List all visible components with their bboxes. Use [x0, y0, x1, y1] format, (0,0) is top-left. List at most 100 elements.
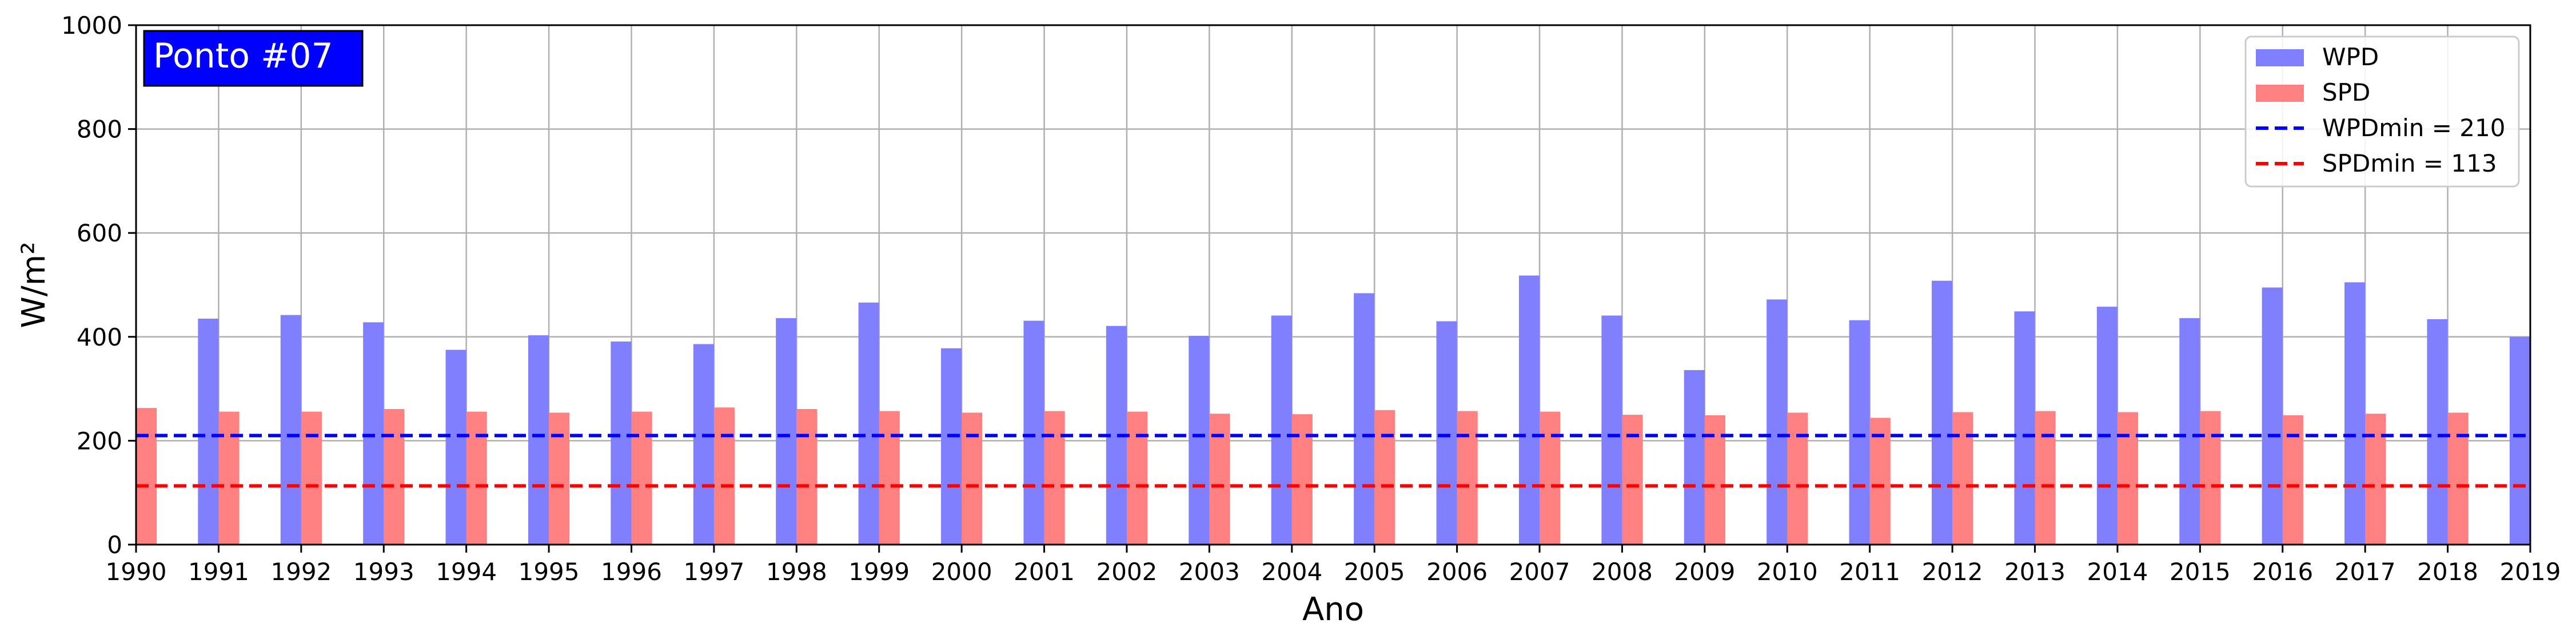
- bar-wpd: [1271, 315, 1292, 545]
- y-tick-label: 800: [77, 116, 122, 144]
- bar-wpd: [941, 348, 962, 545]
- bar-wpd: [2179, 318, 2200, 545]
- bar-wpd: [528, 335, 549, 545]
- chart-title: Ponto #07: [153, 36, 333, 76]
- bar-wpd: [1932, 280, 1953, 545]
- bar-spd: [1126, 411, 1148, 545]
- x-tick-label: 2003: [1179, 558, 1240, 586]
- bar-wpd: [1684, 370, 1705, 545]
- bar-spd: [1540, 411, 1561, 545]
- bar-spd: [796, 409, 818, 545]
- x-tick-label: 2000: [931, 558, 992, 586]
- x-tick-label: 2019: [2500, 558, 2561, 586]
- bar-spd: [1209, 414, 1230, 545]
- bar-spd: [2035, 411, 2056, 545]
- bar-wpd: [611, 341, 632, 545]
- bar-wpd: [280, 315, 301, 545]
- x-tick-label: 2016: [2252, 558, 2313, 586]
- bar-spd: [713, 407, 735, 545]
- y-tick-label: 1000: [61, 11, 122, 39]
- bar-wpd: [2262, 287, 2283, 545]
- x-tick-label: 1990: [106, 558, 167, 586]
- x-tick-label: 1997: [683, 558, 744, 586]
- bar-wpd: [776, 318, 797, 545]
- bar-spd: [879, 411, 900, 545]
- x-tick-label: 1995: [519, 558, 580, 586]
- legend-label: SPD: [2322, 78, 2370, 106]
- bar-spd: [2447, 412, 2469, 545]
- x-tick-label: 1993: [353, 558, 414, 586]
- bar-wpd: [1766, 299, 1788, 545]
- x-tick-label: 1992: [270, 558, 332, 586]
- x-tick-label: 2001: [1014, 558, 1075, 586]
- bar-spd: [301, 411, 322, 545]
- bar-spd: [1869, 418, 1891, 545]
- x-tick-label: 2004: [1261, 558, 1322, 586]
- bar-wpd: [1189, 335, 1210, 545]
- bar-wpd: [445, 350, 466, 545]
- bar-wpd: [198, 319, 219, 545]
- bar-wpd: [858, 302, 879, 545]
- x-tick-label: 1994: [436, 558, 497, 586]
- axis-ticks: 1990 1991 1992 1993 1994 1995 1996 1997 1998 1999…: [61, 11, 2561, 586]
- bar-wpd: [1436, 321, 1457, 545]
- x-tick-label: 2009: [1674, 558, 1735, 586]
- title-box: Ponto #07: [143, 30, 364, 87]
- legend-label: SPDmin = 113: [2322, 149, 2497, 177]
- x-tick-label: 2011: [1839, 558, 1900, 586]
- x-tick-label: 2017: [2335, 558, 2396, 586]
- bar-wpd: [1601, 315, 1622, 545]
- x-tick-label: 1998: [766, 558, 827, 586]
- bar-spd: [2200, 411, 2221, 545]
- x-tick-label: 1991: [188, 558, 249, 586]
- x-axis-label: Ano: [1302, 591, 1364, 628]
- bar-wpd: [2014, 311, 2035, 545]
- bar-spd: [1457, 411, 1478, 545]
- bar-wpd: [363, 322, 384, 545]
- x-tick-label: 1999: [848, 558, 910, 586]
- y-tick-label: 600: [77, 219, 122, 247]
- bar-spd: [1044, 411, 1065, 545]
- x-tick-label: 2014: [2087, 558, 2148, 586]
- title-box-background: [143, 30, 364, 87]
- bar-wpd: [1354, 293, 1375, 545]
- bar-wpd: [693, 344, 714, 545]
- bar-wpd: [2344, 282, 2366, 545]
- x-tick-label: 2012: [1922, 558, 1983, 586]
- y-tick-label: 200: [77, 427, 122, 455]
- legend-swatch: [2256, 49, 2304, 66]
- y-tick-label: 400: [77, 323, 122, 351]
- bar-spd: [549, 412, 570, 545]
- x-tick-label: 2006: [1426, 558, 1488, 586]
- bar-spd: [1291, 414, 1313, 545]
- plot-frame: [135, 24, 2531, 546]
- x-tick-label: 2002: [1096, 558, 1158, 586]
- legend-label: WPD: [2322, 43, 2379, 71]
- bar-spd: [1787, 412, 1808, 545]
- y-axis-label: W/m²: [15, 241, 53, 328]
- bar-wpd: [2427, 319, 2448, 545]
- legend-swatch: [2256, 85, 2304, 102]
- x-tick-label: 2015: [2170, 558, 2231, 586]
- bar-wpd: [1023, 320, 1044, 545]
- legend-box: [2244, 35, 2520, 188]
- x-tick-label: 2013: [2004, 558, 2065, 586]
- bar-spd: [631, 411, 652, 545]
- x-tick-label: 2018: [2417, 558, 2478, 586]
- x-tick-label: 2008: [1592, 558, 1653, 586]
- bar-spd: [218, 411, 240, 545]
- reference-lines: [136, 434, 2530, 488]
- bar-spd: [2365, 414, 2386, 545]
- bar-wpd: [1849, 320, 1870, 545]
- x-tick-label: 2010: [1757, 558, 1818, 586]
- bar-spd: [2117, 412, 2139, 545]
- bar-spd: [1374, 410, 1395, 545]
- bar-spd: [1952, 412, 1973, 545]
- bar-wpd: [2096, 307, 2118, 545]
- bar-wpd: [1518, 275, 1540, 545]
- bar-spd: [136, 408, 157, 545]
- x-tick-label: 2007: [1509, 558, 1570, 586]
- bar-spd: [384, 409, 405, 545]
- legend: WPD SPD WPDmin = 210 SPDmin = 113: [2244, 35, 2520, 188]
